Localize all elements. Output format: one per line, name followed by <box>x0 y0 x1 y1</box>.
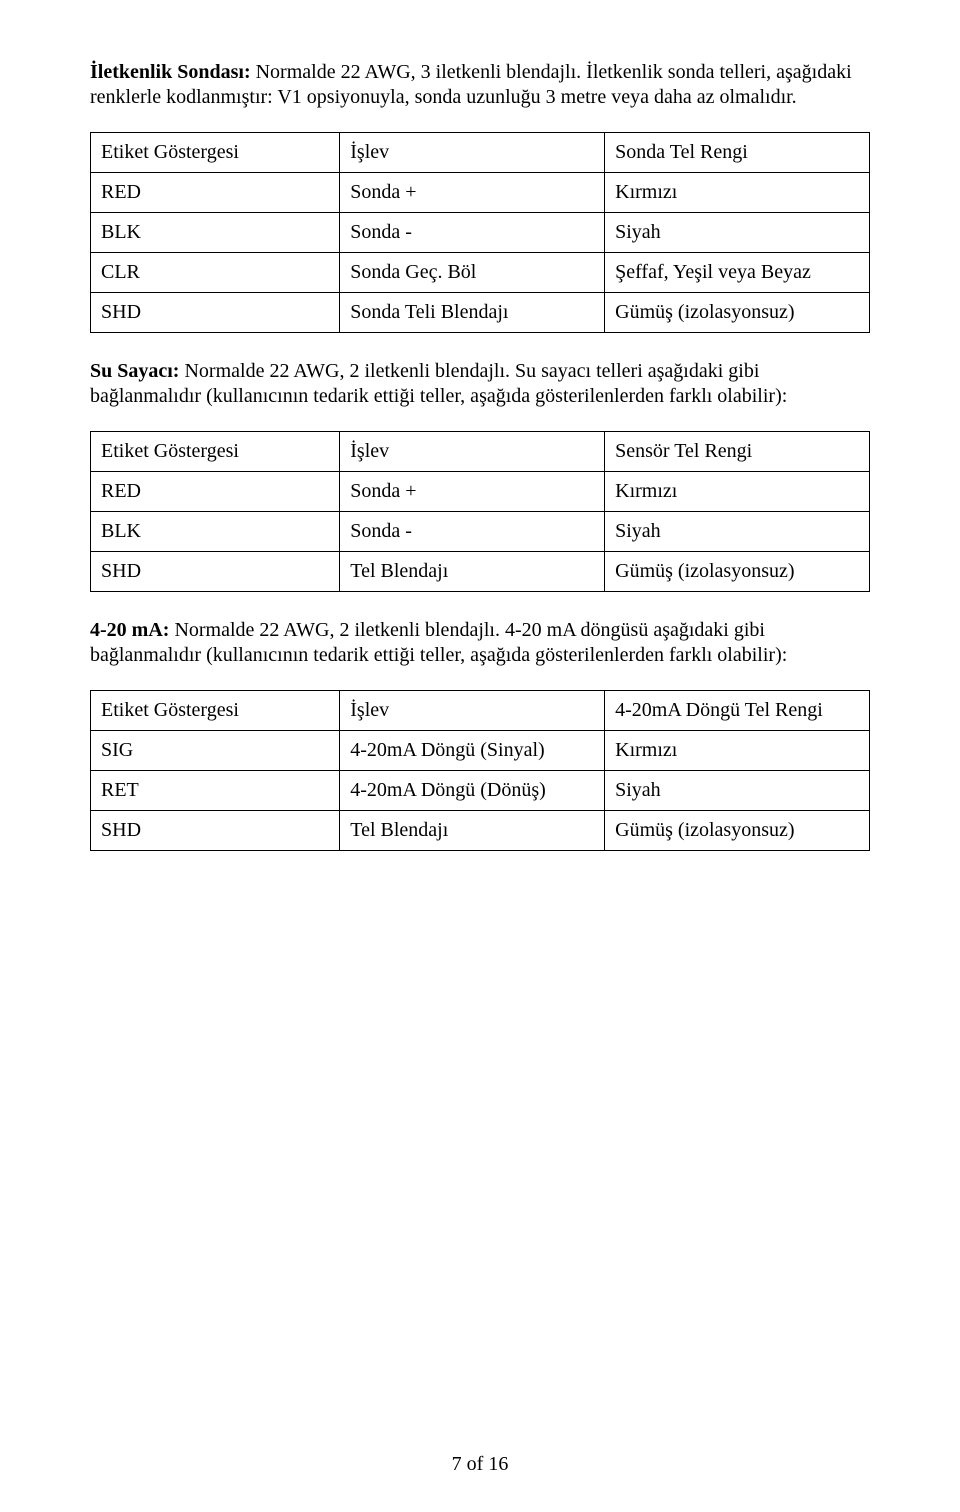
p2-rest: Normalde 22 AWG, 2 iletkenli blendajlı. … <box>90 360 787 407</box>
cell: Sonda - <box>340 512 605 552</box>
cell: Tel Blendajı <box>340 552 605 592</box>
table-row: SHD Tel Blendajı Gümüş (izolasyonsuz) <box>91 552 870 592</box>
table-row: BLK Sonda - Siyah <box>91 512 870 552</box>
paragraph-water-meter: Su Sayacı: Normalde 22 AWG, 2 iletkenli … <box>90 359 870 409</box>
table2-h2: Sensör Tel Rengi <box>605 432 870 472</box>
p2-bold: Su Sayacı: <box>90 360 179 382</box>
table1-h0: Etiket Göstergesi <box>91 133 340 173</box>
cell: SHD <box>91 552 340 592</box>
table2-h1: İşlev <box>340 432 605 472</box>
table-probe-wire-colors: Etiket Göstergesi İşlev Sonda Tel Rengi … <box>90 132 870 333</box>
table-row: Etiket Göstergesi İşlev Sensör Tel Rengi <box>91 432 870 472</box>
cell: Gümüş (izolasyonsuz) <box>605 552 870 592</box>
table1-h1: İşlev <box>340 133 605 173</box>
cell: Kırmızı <box>605 173 870 213</box>
cell: SHD <box>91 811 340 851</box>
table-row: CLR Sonda Geç. Böl Şeffaf, Yeşil veya Be… <box>91 253 870 293</box>
cell: RED <box>91 472 340 512</box>
table1-h2: Sonda Tel Rengi <box>605 133 870 173</box>
p3-bold: 4-20 mA: <box>90 619 169 641</box>
cell: Sonda - <box>340 213 605 253</box>
cell: Siyah <box>605 213 870 253</box>
cell: Tel Blendajı <box>340 811 605 851</box>
table-row: SIG 4-20mA Döngü (Sinyal) Kırmızı <box>91 731 870 771</box>
cell: Şeffaf, Yeşil veya Beyaz <box>605 253 870 293</box>
paragraph-conductivity-probe: İletkenlik Sondası: Normalde 22 AWG, 3 i… <box>90 60 870 110</box>
cell: Siyah <box>605 512 870 552</box>
cell: BLK <box>91 512 340 552</box>
cell: 4-20mA Döngü (Sinyal) <box>340 731 605 771</box>
table3-h2: 4-20mA Döngü Tel Rengi <box>605 691 870 731</box>
cell: Sonda Teli Blendajı <box>340 293 605 333</box>
cell: Gümüş (izolasyonsuz) <box>605 811 870 851</box>
table-row: RED Sonda + Kırmızı <box>91 173 870 213</box>
cell: Siyah <box>605 771 870 811</box>
table3-h0: Etiket Göstergesi <box>91 691 340 731</box>
cell: Sonda Geç. Böl <box>340 253 605 293</box>
cell: Kırmızı <box>605 731 870 771</box>
table-sensor-wire-colors: Etiket Göstergesi İşlev Sensör Tel Rengi… <box>90 431 870 592</box>
table-row: BLK Sonda - Siyah <box>91 213 870 253</box>
cell: 4-20mA Döngü (Dönüş) <box>340 771 605 811</box>
table3-h1: İşlev <box>340 691 605 731</box>
page-number: 7 of 16 <box>0 1453 960 1476</box>
paragraph-4-20ma: 4-20 mA: Normalde 22 AWG, 2 iletkenli bl… <box>90 618 870 668</box>
cell: CLR <box>91 253 340 293</box>
cell: RED <box>91 173 340 213</box>
table-row: RET 4-20mA Döngü (Dönüş) Siyah <box>91 771 870 811</box>
table2-h0: Etiket Göstergesi <box>91 432 340 472</box>
cell: Gümüş (izolasyonsuz) <box>605 293 870 333</box>
cell: Sonda + <box>340 472 605 512</box>
table-row: Etiket Göstergesi İşlev 4-20mA Döngü Tel… <box>91 691 870 731</box>
cell: RET <box>91 771 340 811</box>
p3-rest: Normalde 22 AWG, 2 iletkenli blendajlı. … <box>90 619 787 666</box>
cell: SIG <box>91 731 340 771</box>
table-row: RED Sonda + Kırmızı <box>91 472 870 512</box>
table-row: SHD Sonda Teli Blendajı Gümüş (izolasyon… <box>91 293 870 333</box>
table-420ma-wire-colors: Etiket Göstergesi İşlev 4-20mA Döngü Tel… <box>90 690 870 851</box>
table-row: Etiket Göstergesi İşlev Sonda Tel Rengi <box>91 133 870 173</box>
cell: Sonda + <box>340 173 605 213</box>
cell: BLK <box>91 213 340 253</box>
p1-bold: İletkenlik Sondası: <box>90 61 251 83</box>
cell: SHD <box>91 293 340 333</box>
cell: Kırmızı <box>605 472 870 512</box>
table-row: SHD Tel Blendajı Gümüş (izolasyonsuz) <box>91 811 870 851</box>
